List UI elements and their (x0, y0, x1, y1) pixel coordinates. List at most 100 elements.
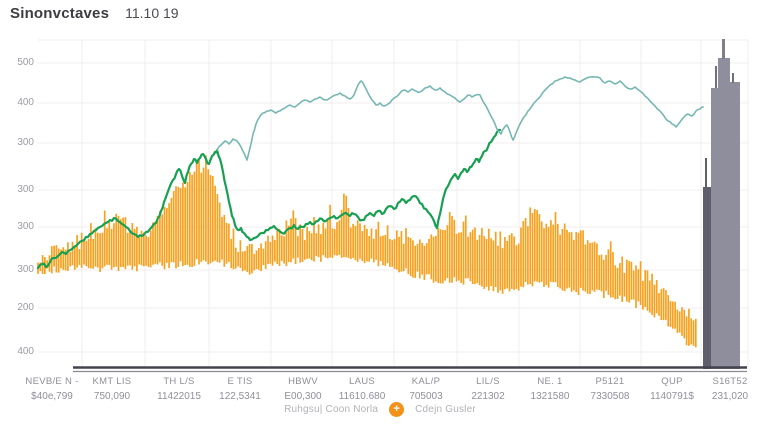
orange-series-bar (676, 309, 679, 333)
orange-series-bar (448, 212, 451, 283)
orange-series-bar (320, 234, 322, 262)
x-tick-value: 1321580 (530, 391, 570, 402)
add-series-button[interactable]: + (389, 402, 405, 417)
orange-series-bar (584, 244, 587, 292)
orange-series-bar (372, 238, 375, 263)
orange-series-bar (375, 229, 377, 260)
orange-series-bar (78, 249, 81, 265)
legend-series-1[interactable]: Ruhgsu| Coon Norla (284, 404, 379, 415)
orange-series-bar (113, 223, 115, 268)
orange-series-bar (395, 230, 398, 270)
orange-series-bar (504, 237, 506, 290)
x-axis-column: LAUS 11610.680 (324, 376, 400, 402)
orange-series-bar (481, 228, 483, 287)
orange-series-bar (333, 229, 336, 256)
orange-series-bar (237, 251, 239, 267)
orange-series-bar (451, 215, 453, 283)
x-axis-column: NEVB/E N - $40e,799 (14, 376, 90, 402)
orange-series-bar (639, 261, 642, 305)
x-tick-value: 11610.680 (338, 391, 386, 402)
orange-series-bar (297, 236, 299, 258)
orange-series-bar (152, 222, 154, 265)
orange-series-bar (287, 225, 290, 263)
orange-series-bar (280, 235, 283, 262)
orange-series-bar (96, 232, 99, 268)
orange-series-bar (39, 262, 42, 272)
orange-series-bar (131, 223, 134, 270)
orange-series-bar (177, 186, 180, 267)
chart-header: Sinonvctaves 11.10 19 (10, 5, 179, 22)
orange-series-bar (188, 171, 191, 267)
orange-series-bar (87, 238, 90, 269)
orange-series-bar (140, 230, 143, 266)
orange-series-bar (191, 174, 193, 267)
x-tick-value: 7330508 (590, 391, 630, 402)
orange-series-bar (354, 225, 357, 261)
orange-series-bar (386, 225, 389, 264)
orange-series-bar (163, 206, 166, 270)
orange-series-bar (292, 210, 295, 259)
orange-series-bar (368, 235, 371, 262)
orange-series-bar (625, 259, 628, 302)
orange-series-bar (115, 213, 118, 267)
orange-series-bar (267, 235, 269, 265)
orange-series-bar (347, 208, 350, 258)
orange-series-bar (517, 243, 520, 291)
orange-series-bar (349, 227, 352, 260)
orange-series-bar (543, 228, 545, 287)
orange-series-bar (644, 270, 647, 308)
orange-series-bar (133, 228, 136, 267)
x-axis-column: KMT LIS 750,090 (74, 376, 150, 402)
orange-series-bar (241, 251, 244, 272)
orange-series-bar (363, 224, 366, 264)
orange-series-bar (278, 228, 281, 266)
orange-series-bar (101, 232, 104, 269)
orange-series-bar (621, 256, 624, 302)
orange-series-bar (476, 239, 479, 284)
orange-series-bar (119, 219, 122, 268)
orange-series-bar (692, 320, 695, 346)
orange-series-bar (485, 238, 488, 287)
orange-series-bar (497, 245, 499, 293)
orange-series-bar (582, 230, 584, 291)
teal-line-series (216, 76, 704, 161)
orange-series-bar (536, 209, 538, 282)
orange-series-bar (428, 238, 430, 275)
orange-series-bar (108, 221, 111, 266)
orange-series-bar (566, 229, 568, 289)
orange-series-bar (168, 203, 170, 269)
orange-series-bar (441, 230, 444, 284)
orange-series-bar (382, 235, 384, 266)
orange-series-bar (306, 226, 308, 259)
x-tick-value: 705003 (409, 391, 443, 402)
legend-series-2[interactable]: Cdejn Gusler (415, 404, 476, 415)
orange-series-bar (605, 254, 607, 291)
orange-series-bar (366, 228, 368, 262)
orange-series-bar (678, 311, 681, 333)
orange-series-bar (483, 236, 486, 289)
orange-series-bar (253, 253, 256, 271)
orange-series-bar (573, 239, 575, 291)
orange-series-bar (527, 226, 529, 285)
orange-series-bar (71, 241, 74, 266)
x-tick-label: S16T52 (712, 376, 748, 387)
orange-series-bar (669, 301, 672, 327)
orange-series-bar (310, 233, 313, 261)
x-axis-column: HBWV E00,300 (265, 376, 341, 402)
orange-series-bar (251, 244, 253, 274)
y-tick-label: 300 (17, 221, 34, 232)
orange-series-bar (458, 232, 460, 281)
orange-series-bar (529, 207, 532, 285)
orange-series-bar (195, 162, 198, 260)
orange-series-bar (370, 228, 373, 259)
orange-series-bar (232, 228, 235, 270)
orange-series-bar (122, 217, 124, 267)
orange-series-bar (184, 187, 187, 266)
x-axis-column: TH L/S 11422015 (141, 376, 217, 402)
orange-series-bar (283, 236, 285, 264)
orange-series-bar (423, 245, 426, 280)
orange-series-bar (322, 223, 325, 256)
orange-series-bar (494, 231, 497, 287)
orange-series-bar (285, 220, 288, 267)
orange-series-bar (653, 284, 656, 318)
